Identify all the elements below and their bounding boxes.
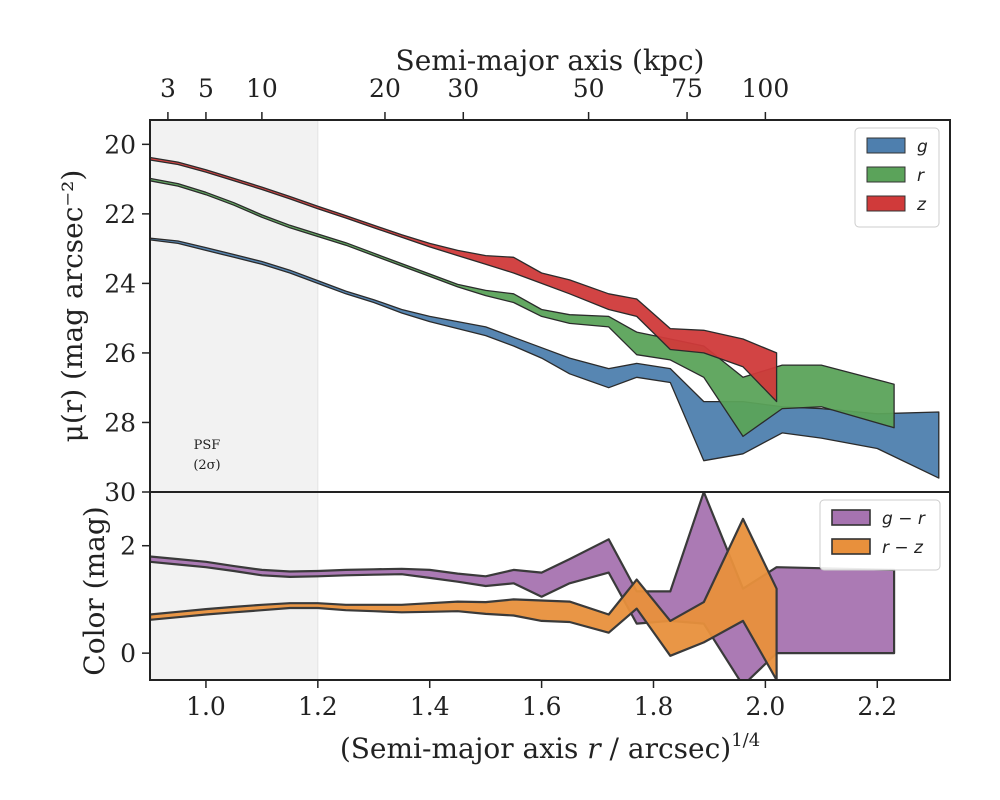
bottom-y-tick-label-0: 0 — [120, 639, 136, 668]
top-x-tick-label-6: 75 — [671, 74, 703, 103]
bottom-x-tick-label-4: 1.8 — [634, 692, 674, 721]
bottom-x-tick-label-3: 1.6 — [522, 692, 562, 721]
psf-label-sigma: (2σ) — [193, 458, 220, 473]
bottom-axis-title: (Semi-major axis r / arcsec)1/4 — [340, 730, 760, 765]
psf-region-top — [150, 120, 318, 492]
legend-bottom: g − r r − z — [819, 499, 941, 571]
top-y-tick-label-24: 24 — [104, 269, 136, 298]
top-legend-label-g: g — [917, 137, 928, 157]
top-x-tick-label-7: 100 — [742, 74, 790, 103]
psf-region-bottom — [150, 492, 318, 680]
bottom-legend-swatch-g-r — [831, 509, 871, 526]
top-x-tick-label-1: 5 — [198, 74, 214, 103]
bottom-panel-band-group — [150, 492, 896, 680]
top-x-tick-label-0: 3 — [160, 74, 176, 103]
top-y-tick-label-28: 28 — [104, 408, 136, 437]
top-y-tick-label-20: 20 — [104, 130, 136, 159]
bottom-legend-label-r-z: r − z — [882, 538, 924, 558]
bottom-band-g-r — [150, 492, 896, 680]
bottom-y-tick-label-2: 2 — [120, 532, 136, 561]
bottom-y-axis-title: Color (mag) — [78, 506, 111, 675]
top-legend-swatch-g — [866, 137, 906, 154]
psf-label: PSF — [194, 438, 221, 453]
top-band-z — [149, 156, 778, 403]
bottom-x-tick-label-6: 2.2 — [857, 692, 897, 721]
top-x-tick-label-5: 50 — [573, 74, 605, 103]
top-legend-label-z: z — [916, 195, 927, 215]
top-legend-swatch-z — [866, 195, 906, 212]
top-x-tick-label-4: 30 — [447, 74, 479, 103]
top-y-tick-label-22: 22 — [104, 200, 136, 229]
bottom-x-tick-label-5: 2.0 — [746, 692, 786, 721]
top-legend-swatch-r — [866, 166, 906, 183]
top-y-tick-label-30: 30 — [104, 478, 136, 507]
bottom-x-tick-label-0: 1.0 — [186, 692, 226, 721]
x-title-exponent: 1/4 — [731, 730, 760, 751]
top-axis-title: Semi-major axis (kpc) — [396, 44, 705, 77]
bottom-legend-label-g-r: g − r — [882, 509, 926, 529]
legend-top: grz — [854, 127, 940, 228]
top-legend-label-r: r — [917, 166, 925, 186]
x-title-tail: / arcsec) — [601, 732, 732, 765]
x-title-r: r — [587, 732, 602, 765]
bottom-x-tick-label-1: 1.2 — [298, 692, 338, 721]
top-x-tick-label-3: 20 — [369, 74, 401, 103]
bottom-band-r-z — [150, 517, 778, 680]
axis-ticks: 20 22 24 26 28 30 0 2 1.0 1.2 1.4 1.6 1.8 2.0 2.2 3 5 10 2… — [104, 74, 897, 721]
bottom-panel-bands — [150, 492, 896, 680]
top-panel-bands — [149, 156, 940, 479]
top-y-tick-label-26: 26 — [104, 339, 136, 368]
x-title-main: (Semi-major axis — [340, 732, 587, 765]
bottom-x-tick-label-2: 1.4 — [410, 692, 450, 721]
bottom-legend-swatch-r-z — [831, 538, 871, 555]
top-band-r — [149, 177, 895, 438]
bottom-panel-frame — [149, 491, 951, 681]
top-y-axis-title: μ(r) (mag arcsec⁻²) — [56, 170, 89, 443]
top-x-tick-label-2: 10 — [246, 74, 278, 103]
